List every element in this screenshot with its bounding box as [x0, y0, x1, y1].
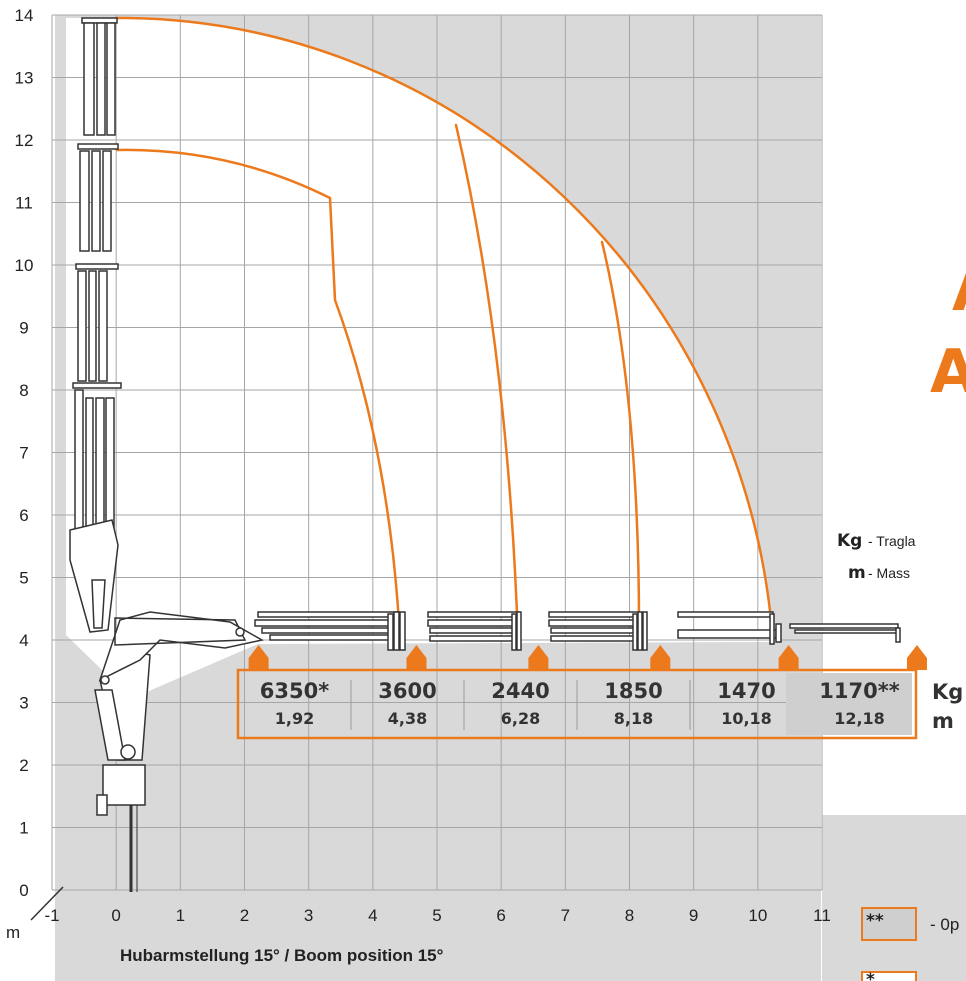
legend-m-symbol: m: [848, 563, 866, 583]
extension-segment-3: [548, 611, 648, 651]
x-tick-label: -1: [44, 906, 59, 925]
x-axis-tick-labels: -1 0 1 2 3 4 5 6 7 8 9 10 11: [44, 906, 830, 925]
capacity-table-frame: [236, 668, 918, 740]
load-curve-3600: [115, 148, 402, 642]
table-kg-label: Kg: [932, 680, 963, 704]
y-tick-label: 1: [19, 819, 28, 838]
y-tick-label: 6: [19, 506, 28, 525]
reach-marker: [906, 645, 927, 658]
x-tick-label: 10: [748, 906, 767, 925]
table-m-label: m: [932, 709, 954, 733]
y-tick-label: 10: [15, 256, 34, 275]
legend-double-star-swatch: [861, 907, 917, 941]
y-tick-label: 9: [19, 319, 28, 338]
y-tick-label: 14: [15, 6, 34, 25]
diagram-caption: Hubarmstellung 15° / Boom position 15°: [120, 946, 444, 965]
x-tick-label: 11: [813, 906, 831, 925]
x-tick-label: 1: [176, 906, 185, 925]
load-curve-1850: [600, 240, 641, 642]
reach-marker: [528, 645, 549, 658]
extension-segment-1: [254, 611, 406, 651]
load-curve-2440: [454, 123, 520, 642]
x-tick-label: 3: [304, 906, 313, 925]
x-tick-label: 4: [368, 906, 377, 925]
capacity-kg-value: 1170**: [819, 679, 899, 703]
legend-kg-text: - Tragla: [868, 533, 916, 549]
reach-marker-stem: [906, 658, 927, 670]
x-tick-label: 6: [496, 906, 505, 925]
reach-marker: [650, 645, 671, 658]
y-tick-label: 0: [19, 881, 28, 900]
y-tick-label: 7: [19, 444, 28, 463]
legend-panel-background: [822, 815, 966, 981]
brand-letter-top: A: [952, 255, 966, 325]
crane-drawing: [69, 17, 901, 892]
x-tick-label: 0: [111, 906, 120, 925]
reach-marker: [248, 645, 269, 658]
shaded-capacity-cell: [786, 673, 912, 735]
reach-marker-stem: [406, 658, 427, 670]
capacity-reach-value: 10,18: [721, 709, 772, 728]
reach-marker-stem: [248, 658, 269, 670]
capacity-reach-value: 6,28: [501, 709, 540, 728]
reach-marker: [406, 645, 427, 658]
capacity-kg-value: 1850: [604, 679, 662, 703]
extension-segment-2: [427, 611, 522, 651]
y-tick-label: 2: [19, 756, 28, 775]
working-envelope: [66, 17, 773, 700]
brand-letter-bottom: A: [930, 337, 966, 407]
crane-column: [94, 649, 151, 892]
reach-marker: [778, 645, 799, 658]
capacity-reach-value: 12,18: [834, 709, 885, 728]
reach-markers: [248, 645, 927, 670]
capacity-kg-value: 3600: [378, 679, 436, 703]
capacity-reach-value: 1,92: [275, 709, 314, 728]
main-boom-15deg: [98, 611, 265, 685]
caption-band-background: [55, 890, 821, 981]
legend-single-star-symbol: *: [866, 970, 875, 981]
reach-marker-stem: [650, 658, 671, 670]
x-tick-label: 9: [689, 906, 698, 925]
capacity-kg-value: 2440: [491, 679, 549, 703]
max-reach-arc: [115, 16, 775, 644]
y-tick-label: 3: [19, 694, 28, 713]
y-tick-label: 12: [15, 131, 34, 150]
reach-marker-stem: [778, 658, 799, 670]
capacity-table: 6350* 1,92 3600 4,38 2440 6,28 1850 8,18 1470 10,…: [236, 668, 918, 740]
axis-unit-label: m: [6, 923, 20, 942]
reach-marker-stem: [528, 658, 549, 670]
y-tick-label: 13: [15, 69, 34, 88]
x-tick-label: 7: [561, 906, 570, 925]
y-tick-label: 4: [19, 631, 28, 650]
axis-corner-slash: [30, 886, 64, 921]
extension-segment-5: [789, 623, 901, 643]
extension-segment-4: [677, 611, 782, 645]
folded-boom-vertical: [69, 17, 122, 633]
legend-kg-symbol: Kg: [837, 531, 862, 551]
capacity-kg-value: 1470: [717, 679, 775, 703]
capacity-reach-value: 4,38: [388, 709, 427, 728]
y-tick-label: 8: [19, 381, 28, 400]
legend-m-text: - Mass: [868, 565, 910, 581]
x-tick-label: 8: [625, 906, 634, 925]
y-tick-label: 5: [19, 569, 28, 588]
grid-lines: [51, 14, 823, 891]
legend-double-star-text: - 0p: [930, 915, 959, 934]
x-tick-label: 5: [432, 906, 441, 925]
capacity-reach-value: 8,18: [614, 709, 653, 728]
x-tick-label: 2: [240, 906, 249, 925]
capacity-kg-value: 6350*: [260, 679, 329, 703]
legend-double-star-symbol: **: [866, 911, 884, 931]
y-tick-label: 11: [15, 194, 33, 213]
legend-single-star-swatch: [861, 971, 917, 981]
